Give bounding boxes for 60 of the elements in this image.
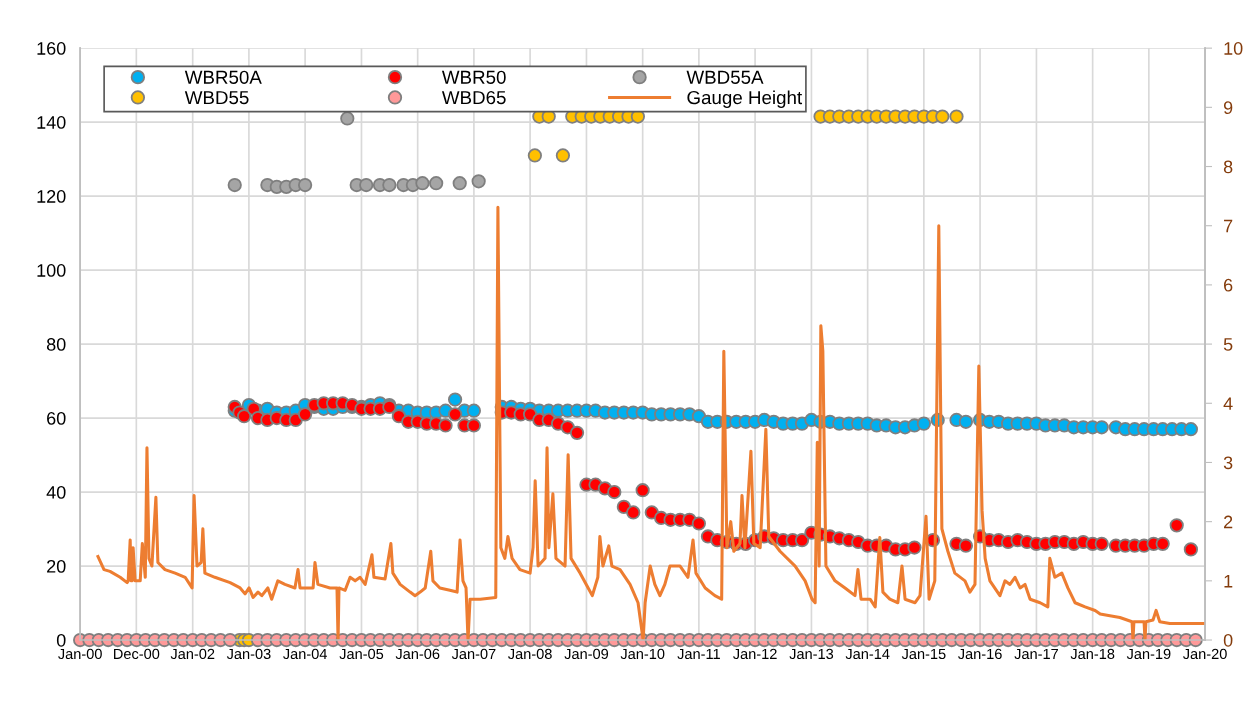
x-tick-label: Jan-06 [395, 648, 440, 660]
point [340, 111, 355, 126]
x-tick-label: Jan-17 [1014, 648, 1058, 660]
x-tick-label: Dec-00 [114, 648, 160, 660]
point [227, 177, 242, 193]
x-tick-label: Jan-04 [283, 648, 327, 660]
point [452, 176, 467, 191]
legend-label: Gauge Height [687, 90, 803, 108]
legend-label: WBD65 [441, 90, 506, 105]
point [429, 176, 444, 191]
point [471, 174, 486, 189]
x-tick-label: Jan-13 [789, 648, 834, 660]
y2-tick-label: 9 [1223, 101, 1233, 115]
y2-tick-label: 8 [1223, 160, 1233, 174]
x-tick-label: Jan-15 [901, 648, 946, 660]
x-tick-label: Jan-14 [845, 648, 890, 660]
point [415, 176, 430, 191]
y2-tick-label: 4 [1223, 397, 1233, 410]
y-tick-label: 160 [37, 42, 66, 55]
x-tick-label: Jan-07 [451, 648, 496, 660]
legend-label: WBD55 [184, 91, 249, 105]
x-tick-label: Jan-16 [958, 648, 1002, 660]
y-tick-label: 120 [37, 190, 66, 203]
y2-tick-label: 6 [1224, 278, 1233, 292]
y-tick-label: 40 [46, 485, 66, 499]
x-tick-label: Jan-12 [733, 648, 777, 660]
x-tick-label: Jan-11 [677, 648, 720, 660]
y-tick-label: 60 [47, 412, 66, 425]
point [297, 177, 313, 193]
x-tick-label: Jan-09 [564, 648, 609, 660]
point [935, 109, 950, 124]
legend-label: WBR50A [184, 70, 262, 84]
y-tick-label: 140 [37, 116, 66, 129]
y2-tick-label: 0 [1223, 633, 1233, 647]
x-tick-label: Jan-00 [58, 648, 102, 660]
x-tick-label: Jan-03 [226, 648, 271, 660]
legend-label: WBD55A [686, 70, 764, 84]
y2-tick-label: 3 [1223, 456, 1233, 470]
x-tick-label: Jan-18 [1070, 648, 1115, 660]
point [359, 177, 374, 193]
y-tick-label: 100 [37, 264, 66, 277]
y2-tick-label: 10 [1224, 42, 1243, 55]
legend-label: WBR50 [441, 70, 506, 84]
x-tick-label: Jan-08 [508, 648, 552, 660]
y-tick-label: 20 [47, 559, 66, 573]
x-tick-label: Jan-05 [339, 648, 384, 660]
x-tick-label: Jan-02 [170, 648, 215, 660]
y2-tick-label: 1 [1224, 574, 1233, 588]
point [555, 148, 571, 163]
point [382, 177, 397, 193]
y2-tick-label: 7 [1224, 219, 1233, 233]
point [527, 148, 542, 163]
x-tick-label: Jan-10 [620, 648, 665, 660]
x-tick-label: Jan-19 [1126, 648, 1171, 660]
x-tick-label: Jan-20 [1182, 648, 1227, 660]
y2-tick-label: 5 [1223, 338, 1233, 351]
point [949, 109, 964, 124]
y2-tick-label: 2 [1224, 515, 1233, 529]
y-tick-label: 0 [56, 633, 66, 647]
y-tick-label: 80 [46, 338, 66, 351]
